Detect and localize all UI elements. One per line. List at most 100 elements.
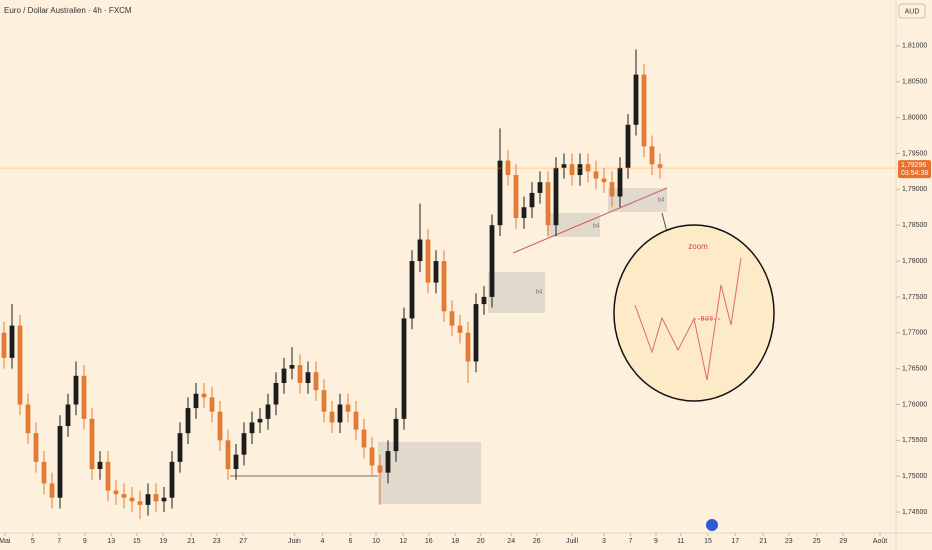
candle-body (161, 497, 167, 502)
candle-body (121, 494, 127, 498)
x-tick-label: 19 (159, 538, 167, 545)
candle-body (361, 429, 367, 448)
box-label: b4 (536, 290, 543, 296)
x-tick-label: Août (873, 538, 887, 545)
candle-body (65, 404, 71, 427)
y-tick-label: 1,77000 (902, 330, 927, 337)
y-tick-label: 1,75000 (902, 473, 927, 480)
candle-body (569, 164, 575, 175)
x-tick-label: 15 (704, 538, 712, 545)
candle-body (513, 174, 519, 219)
candle-body (609, 182, 615, 197)
zone-box (488, 272, 545, 313)
candle-body (641, 74, 647, 147)
x-tick-label: 5 (31, 538, 35, 545)
y-tick-label: 1,75500 (902, 437, 927, 444)
candle-body (193, 393, 199, 409)
candle-body (329, 411, 335, 423)
x-tick-label: 16 (425, 538, 433, 545)
x-tick-label: 20 (477, 538, 485, 545)
candle-body (649, 146, 655, 165)
zoom-ellipse (613, 224, 775, 402)
x-tick-label: 27 (239, 538, 247, 545)
x-tick-label: Juin (288, 538, 301, 545)
candle-body (169, 461, 175, 498)
candle-body (33, 433, 39, 462)
candle-body (249, 422, 255, 434)
candle-body (529, 192, 535, 208)
candle-body (185, 408, 191, 434)
zone-box (378, 442, 481, 504)
currency-label[interactable]: AUD (905, 8, 920, 15)
candle-body (593, 171, 599, 179)
x-tick-label: 29 (839, 538, 847, 545)
candle-body (521, 207, 527, 219)
candle-body (441, 261, 447, 312)
candle-body (9, 325, 15, 358)
candle-body (553, 167, 559, 226)
candle-body (113, 490, 119, 495)
candle-body (377, 465, 383, 473)
candle-body (257, 418, 263, 423)
x-tick-label: 17 (731, 538, 739, 545)
candle-body (345, 404, 351, 412)
candle-body (473, 304, 479, 362)
x-tick-label: Mai (0, 538, 11, 545)
event-icon[interactable] (706, 519, 718, 531)
y-tick-label: 1,79000 (902, 186, 927, 193)
candle-body (489, 225, 495, 297)
candle-body (433, 261, 439, 283)
candle-body (417, 239, 423, 262)
x-tick-label: 9 (83, 538, 87, 545)
candle-body (233, 454, 239, 470)
candle-body (321, 390, 327, 412)
currency-button[interactable] (898, 3, 926, 19)
candle-body (561, 164, 567, 168)
x-tick-label: 7 (57, 538, 61, 545)
candle-body (97, 461, 103, 470)
candle-body (657, 164, 663, 168)
candle-body (633, 74, 639, 125)
candle-body (201, 393, 207, 398)
candle-body (353, 411, 359, 430)
candle-body (89, 418, 95, 470)
candle-body (545, 182, 551, 226)
candle-body (129, 497, 135, 502)
x-tick-label: 13 (107, 538, 115, 545)
candle-body (137, 501, 143, 505)
x-tick-label: 18 (451, 538, 459, 545)
candle-body (617, 167, 623, 197)
trend-line (512, 187, 668, 254)
y-tick-label: 1,80500 (902, 79, 927, 86)
candle-body (305, 372, 311, 383)
chart-title: Euro / Dollar Australien · 4h · FXCM (4, 6, 132, 15)
candle-body (297, 365, 303, 383)
candle-body (393, 418, 399, 452)
candle-body (41, 461, 47, 484)
candle-body (1, 332, 7, 358)
x-tick-label: 10 (372, 538, 380, 545)
y-tick-label: 1,81000 (902, 43, 927, 50)
candle-body (577, 164, 583, 175)
y-tick-label: 1,79500 (902, 150, 927, 157)
candle-body (625, 124, 631, 168)
candle-body (209, 397, 215, 412)
countdown-label: 03:54:38 (901, 170, 928, 177)
x-tick-label: 11 (677, 538, 684, 545)
candle-body (449, 311, 455, 326)
candle-body (537, 182, 543, 193)
candle-body (145, 494, 151, 505)
candle-body (225, 440, 231, 470)
candle-body (25, 404, 31, 434)
candle-body (481, 296, 487, 305)
x-tick-label: 21 (759, 538, 767, 545)
x-tick-label: 23 (213, 538, 221, 545)
y-tick-label: 1,76500 (902, 365, 927, 372)
candle-body (465, 332, 471, 362)
x-tick-label: Juill (566, 538, 579, 545)
y-tick-label: 1,78500 (902, 222, 927, 229)
box-label: b4 (593, 224, 600, 230)
x-tick-label: 4 (320, 538, 324, 545)
candle-body (425, 239, 431, 283)
